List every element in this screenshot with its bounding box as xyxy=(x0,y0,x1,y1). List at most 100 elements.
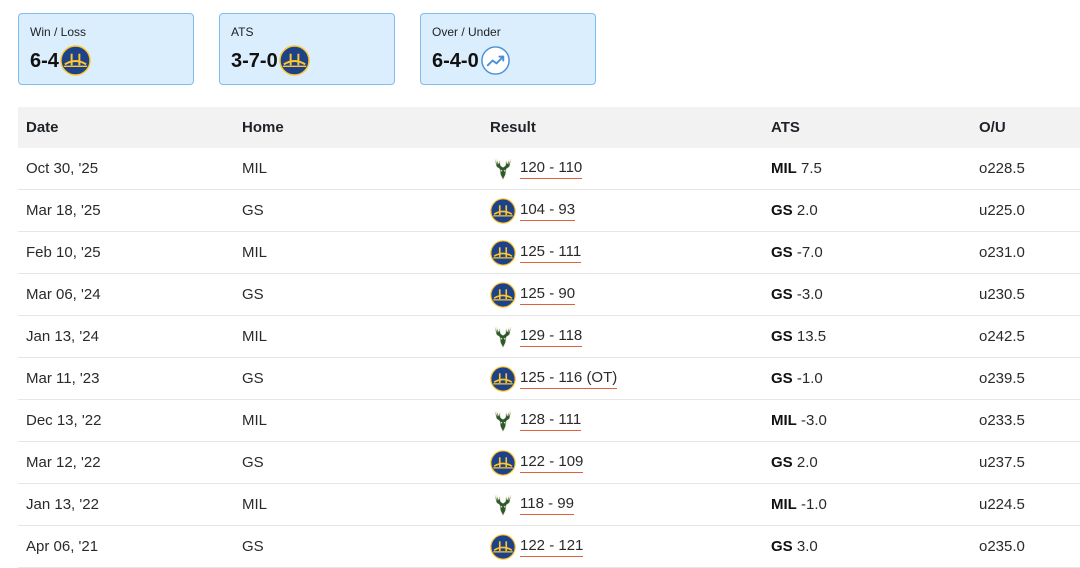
cell-date: Feb 10, '25 xyxy=(18,231,234,274)
header-date[interactable]: Date xyxy=(26,119,59,136)
cell-home: MIL xyxy=(234,483,482,526)
summary-cards: Win / Loss 6-4 ATS 3-7-0 Over / Under 6-… xyxy=(18,13,596,85)
cell-home: GS xyxy=(234,189,482,232)
cell-ou: u230.5 xyxy=(971,273,1080,316)
bucks-logo-icon xyxy=(490,408,516,434)
header-ats[interactable]: ATS xyxy=(771,119,800,136)
header-home[interactable]: Home xyxy=(242,119,284,136)
cell-home: GS xyxy=(234,357,482,400)
cell-ou: u225.0 xyxy=(971,189,1080,232)
table-row: Mar 12, '22 GS 122 - 109 GS 2.0 u237.5 xyxy=(18,441,1080,484)
cell-ats: GS 13.5 xyxy=(763,315,971,358)
table-row: Jan 13, '22 MIL 118 - 99 MIL -1.0 u224.5 xyxy=(18,483,1080,526)
warriors-logo-icon xyxy=(490,197,516,224)
score-link[interactable]: 125 - 90 xyxy=(520,285,576,305)
cell-result: 118 - 99 xyxy=(482,483,763,526)
header-ou[interactable]: O/U xyxy=(979,119,1006,136)
over-under-value: 6-4-0 xyxy=(432,49,479,72)
cell-home: MIL xyxy=(234,399,482,442)
bucks-logo-icon xyxy=(490,156,516,182)
ats-team: GS xyxy=(771,370,793,387)
cell-ats: GS -7.0 xyxy=(763,231,971,274)
over-under-card: Over / Under 6-4-0 xyxy=(420,13,596,85)
ats-line: 3.0 xyxy=(796,538,818,555)
cell-result: 122 - 109 xyxy=(482,441,763,484)
score-link[interactable]: 118 - 99 xyxy=(520,495,574,515)
warriors-logo-icon xyxy=(490,239,516,266)
cell-ats: MIL 7.5 xyxy=(763,148,971,190)
ats-card: ATS 3-7-0 xyxy=(219,13,395,85)
score-link[interactable]: 128 - 111 xyxy=(520,411,582,431)
ats-line: -3.0 xyxy=(796,286,823,303)
cell-home: GS xyxy=(234,525,482,568)
ats-label: ATS xyxy=(231,25,254,39)
score-link[interactable]: 125 - 116 (OT) xyxy=(520,369,618,389)
matchup-history-table: Date Home Result ATS O/U Oct 30, '25 MIL 1… xyxy=(18,107,1080,568)
cell-result: 125 - 116 (OT) xyxy=(482,357,763,400)
table-row: Mar 11, '23 GS 125 - 116 (OT) GS -1.0 o239.5 xyxy=(18,357,1080,400)
cell-ou: o242.5 xyxy=(971,315,1080,358)
trend-up-icon xyxy=(480,45,511,76)
cell-home: GS xyxy=(234,441,482,484)
score-link[interactable]: 129 - 118 xyxy=(520,327,583,347)
cell-ou: o235.0 xyxy=(971,525,1080,568)
ats-line: 7.5 xyxy=(801,160,822,177)
cell-ou: u237.5 xyxy=(971,441,1080,484)
score-link[interactable]: 120 - 110 xyxy=(520,159,583,179)
ats-team: MIL xyxy=(771,496,797,513)
bucks-logo-icon xyxy=(490,324,516,350)
win-loss-label: Win / Loss xyxy=(30,25,87,39)
cell-ou: u224.5 xyxy=(971,483,1080,526)
score-link[interactable]: 122 - 109 xyxy=(520,453,584,473)
cell-ou: o231.0 xyxy=(971,231,1080,274)
header-result[interactable]: Result xyxy=(490,119,536,136)
score-link[interactable]: 104 - 93 xyxy=(520,201,576,221)
table-row: Apr 06, '21 GS 122 - 121 GS 3.0 o235.0 xyxy=(18,525,1080,568)
cell-date: Jan 13, '24 xyxy=(18,315,234,358)
win-loss-value: 6-4 xyxy=(30,49,59,72)
ats-line: 13.5 xyxy=(796,328,827,345)
warriors-logo-icon xyxy=(278,45,310,76)
cell-date: Dec 13, '22 xyxy=(18,399,234,442)
table-row: Mar 18, '25 GS 104 - 93 GS 2.0 u225.0 xyxy=(18,189,1080,232)
cell-result: 104 - 93 xyxy=(482,189,763,232)
table-row: Feb 10, '25 MIL 125 - 111 GS -7.0 o231.0 xyxy=(18,231,1080,274)
warriors-logo-icon xyxy=(490,449,516,476)
cell-home: MIL xyxy=(234,315,482,358)
bucks-logo-icon xyxy=(490,492,516,518)
ats-line: -7.0 xyxy=(796,244,823,261)
cell-date: Apr 06, '21 xyxy=(18,525,234,568)
score-link[interactable]: 122 - 121 xyxy=(520,537,584,557)
cell-ats: MIL -3.0 xyxy=(763,399,971,442)
cell-ou: o228.5 xyxy=(971,148,1080,190)
cell-date: Mar 18, '25 xyxy=(18,189,234,232)
warriors-logo-icon xyxy=(490,365,516,392)
cell-ou: o233.5 xyxy=(971,399,1080,442)
cell-home: MIL xyxy=(234,148,482,190)
cell-ats: GS 2.0 xyxy=(763,441,971,484)
ats-line: -1.0 xyxy=(801,496,827,513)
cell-home: MIL xyxy=(234,231,482,274)
ats-team: GS xyxy=(771,202,793,219)
ats-line: -3.0 xyxy=(801,412,827,429)
cell-home: GS xyxy=(234,273,482,316)
cell-ats: GS -3.0 xyxy=(763,273,971,316)
cell-ou: o239.5 xyxy=(971,357,1080,400)
cell-result: 122 - 121 xyxy=(482,525,763,568)
over-under-label: Over / Under xyxy=(432,25,501,39)
warriors-logo-icon xyxy=(490,533,516,560)
table-row: Dec 13, '22 MIL 128 - 111 MIL -3.0 o233.5 xyxy=(18,399,1080,442)
ats-team: GS xyxy=(771,538,793,555)
cell-result: 120 - 110 xyxy=(482,148,763,190)
cell-result: 125 - 90 xyxy=(482,273,763,316)
ats-line: 2.0 xyxy=(796,202,818,219)
score-link[interactable]: 125 - 111 xyxy=(520,243,582,263)
cell-ats: GS 3.0 xyxy=(763,525,971,568)
cell-result: 125 - 111 xyxy=(482,231,763,274)
ats-line: -1.0 xyxy=(796,370,823,387)
ats-line: 2.0 xyxy=(796,454,818,471)
ats-team: GS xyxy=(771,244,793,261)
cell-result: 129 - 118 xyxy=(482,315,763,358)
cell-date: Mar 12, '22 xyxy=(18,441,234,484)
ats-value: 3-7-0 xyxy=(231,49,278,72)
